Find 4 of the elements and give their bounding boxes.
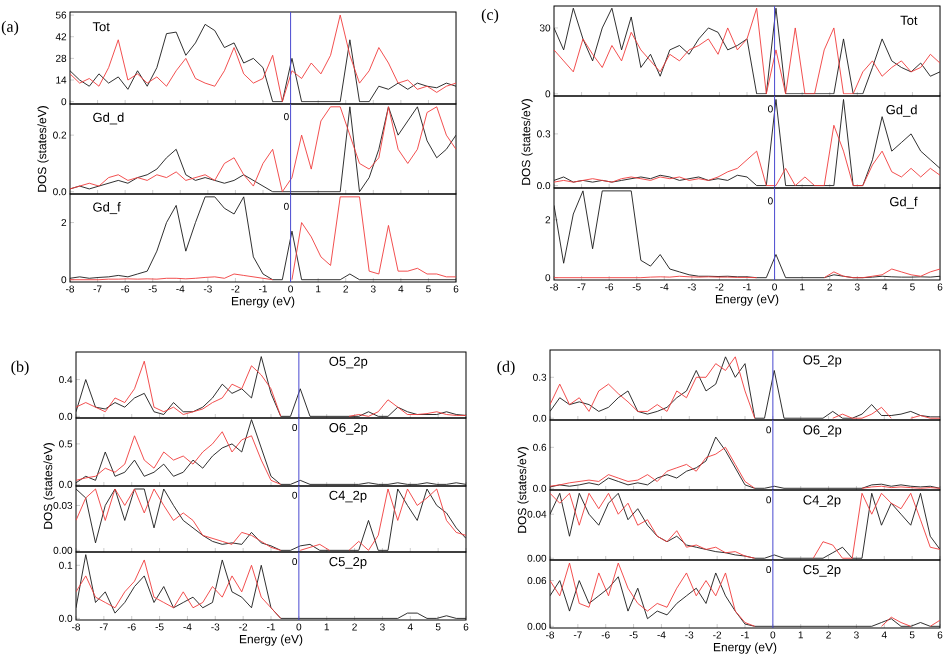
text: (d) [497,360,515,376]
chart-title: (c) [481,8,499,24]
text: (b) [11,360,29,376]
text: (a) [1,20,19,36]
